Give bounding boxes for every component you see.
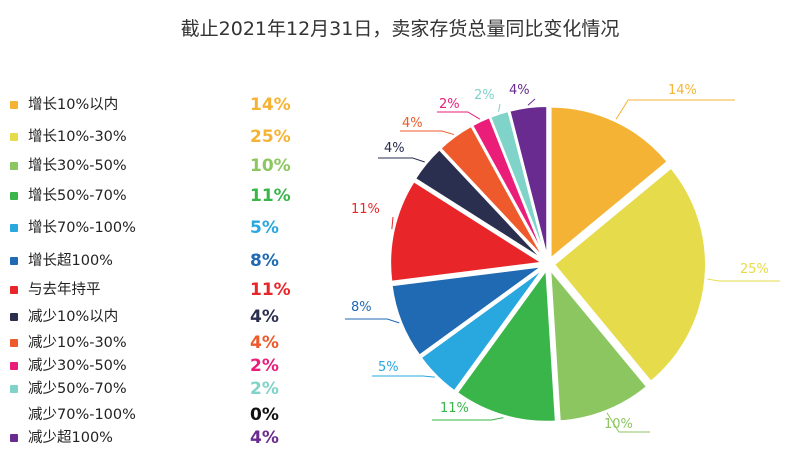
pie-slice xyxy=(549,266,649,423)
legend-swatch xyxy=(10,224,18,232)
leader-line xyxy=(437,111,481,120)
leader-line xyxy=(378,157,425,163)
data-label: 2% xyxy=(474,88,495,103)
pie-slice xyxy=(549,105,670,261)
data-label: 4% xyxy=(509,83,530,98)
legend-item: 增长50%-70% 11% xyxy=(10,186,300,208)
pie-slice xyxy=(419,267,545,393)
pie-slice xyxy=(389,179,546,283)
data-label: 10% xyxy=(604,417,633,432)
leader-line xyxy=(391,216,394,230)
legend-label: 与去年持平 xyxy=(28,282,101,298)
leader-line xyxy=(345,318,400,324)
legend-swatch xyxy=(10,257,18,265)
legend-label: 减少50%-70% xyxy=(28,381,127,397)
legend-item: 减少70%-100% 0% xyxy=(10,405,300,427)
legend-percent: 4% xyxy=(250,428,279,448)
legend-label: 减少70%-100% xyxy=(28,407,136,423)
legend-label: 增长30%-50% xyxy=(28,158,127,174)
legend-percent: 10% xyxy=(250,156,291,176)
pie-slice xyxy=(439,124,546,260)
legend-swatch xyxy=(10,434,18,442)
legend-item: 减少50%-70% 2% xyxy=(10,379,300,401)
legend-item: 减少10%以内 4% xyxy=(10,307,300,329)
data-label: 5% xyxy=(378,360,399,375)
legend-swatch xyxy=(10,192,18,200)
legend-percent: 4% xyxy=(250,333,279,353)
legend-swatch xyxy=(10,133,18,141)
legend-percent: 5% xyxy=(250,218,279,238)
legend-swatch xyxy=(10,101,18,109)
legend-item: 增长超100% 8% xyxy=(10,251,300,273)
legend-percent: 25% xyxy=(250,127,291,147)
data-label: 8% xyxy=(351,300,372,315)
pie-slice xyxy=(413,147,545,262)
legend-label: 减少30%-50% xyxy=(28,358,127,374)
legend-label: 增长10%以内 xyxy=(28,97,119,113)
legend-item: 减少30%-50% 2% xyxy=(10,356,300,378)
legend-percent: 0% xyxy=(250,405,279,425)
leader-line xyxy=(606,412,650,433)
legend-item: 增长70%-100% 5% xyxy=(10,218,300,240)
legend-percent: 4% xyxy=(250,307,279,327)
legend-label: 减少超100% xyxy=(28,430,113,446)
pie-slice xyxy=(488,109,548,259)
pie-slice xyxy=(552,166,707,384)
leader-line xyxy=(527,98,536,106)
data-label: 25% xyxy=(740,262,769,277)
data-label: 11% xyxy=(440,401,469,416)
legend-item: 增长30%-50% 10% xyxy=(10,156,300,178)
legend-percent: 8% xyxy=(250,251,279,271)
leader-line xyxy=(432,417,504,421)
legend-swatch xyxy=(10,385,18,393)
legend-label: 减少10%-30% xyxy=(28,335,127,351)
pie-slice xyxy=(390,265,544,357)
legend-label: 增长70%-100% xyxy=(28,220,136,236)
legend-item: 减少10%-30% 4% xyxy=(10,333,300,355)
pie-slice xyxy=(508,105,549,259)
data-label: 4% xyxy=(402,116,423,131)
legend-swatch xyxy=(10,286,18,294)
legend-percent: 14% xyxy=(250,95,291,115)
legend-label: 减少10%以内 xyxy=(28,309,119,325)
legend-item: 减少超100% 4% xyxy=(10,428,300,450)
legend-percent: 11% xyxy=(250,186,291,206)
legend-label: 增长10%-30% xyxy=(28,129,127,145)
legend-swatch xyxy=(10,313,18,321)
legend-swatch xyxy=(10,339,18,347)
leader-line xyxy=(707,278,780,282)
leader-line xyxy=(372,375,435,378)
legend: 增长10%以内 14% 增长10%-30% 25% 增长30%-50% 10% 增长50%-… xyxy=(0,0,320,467)
legend-percent: 2% xyxy=(250,356,279,376)
leader-line xyxy=(400,130,455,136)
pie-slice xyxy=(455,266,557,423)
leader-line xyxy=(498,103,501,112)
data-label: 14% xyxy=(668,83,697,98)
legend-item: 增长10%-30% 25% xyxy=(10,127,300,149)
legend-swatch xyxy=(10,162,18,170)
data-label: 4% xyxy=(384,141,405,156)
data-label: 11% xyxy=(351,202,380,217)
legend-percent: 11% xyxy=(250,280,291,300)
legend-item: 增长10%以内 14% xyxy=(10,95,300,117)
leader-line xyxy=(615,99,735,120)
legend-label: 增长50%-70% xyxy=(28,188,127,204)
legend-swatch xyxy=(10,362,18,370)
legend-label: 增长超100% xyxy=(28,253,113,269)
legend-percent: 2% xyxy=(250,379,279,399)
legend-item: 与去年持平 11% xyxy=(10,280,300,302)
data-label: 2% xyxy=(439,97,460,112)
chart-title: 截止2021年12月31日，卖家存货总量同比变化情况 xyxy=(180,18,620,40)
